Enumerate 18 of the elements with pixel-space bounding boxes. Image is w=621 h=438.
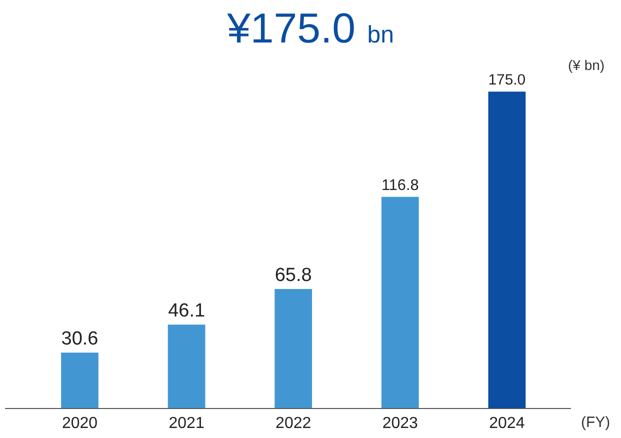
y-axis-title: (¥ bn) [568,57,605,73]
x-tick-label: 2024 [489,415,525,432]
x-tick-label: 2020 [62,415,98,432]
data-label: 116.8 [381,176,419,194]
bar [168,324,206,408]
data-label: 46.1 [168,300,206,322]
x-axis-title: (FY) [581,414,610,431]
x-tick-label: 2023 [382,415,418,432]
bar [61,352,98,408]
bar [488,92,526,408]
x-tick-label: 2021 [168,415,204,432]
bar [274,289,312,408]
data-label: 65.8 [274,265,312,286]
x-tick-label: 2022 [276,415,312,432]
data-label: 30.6 [61,328,98,350]
chart-title: ¥175.0 bn [226,4,394,52]
bar [381,196,419,408]
data-label: 175.0 [488,72,526,89]
